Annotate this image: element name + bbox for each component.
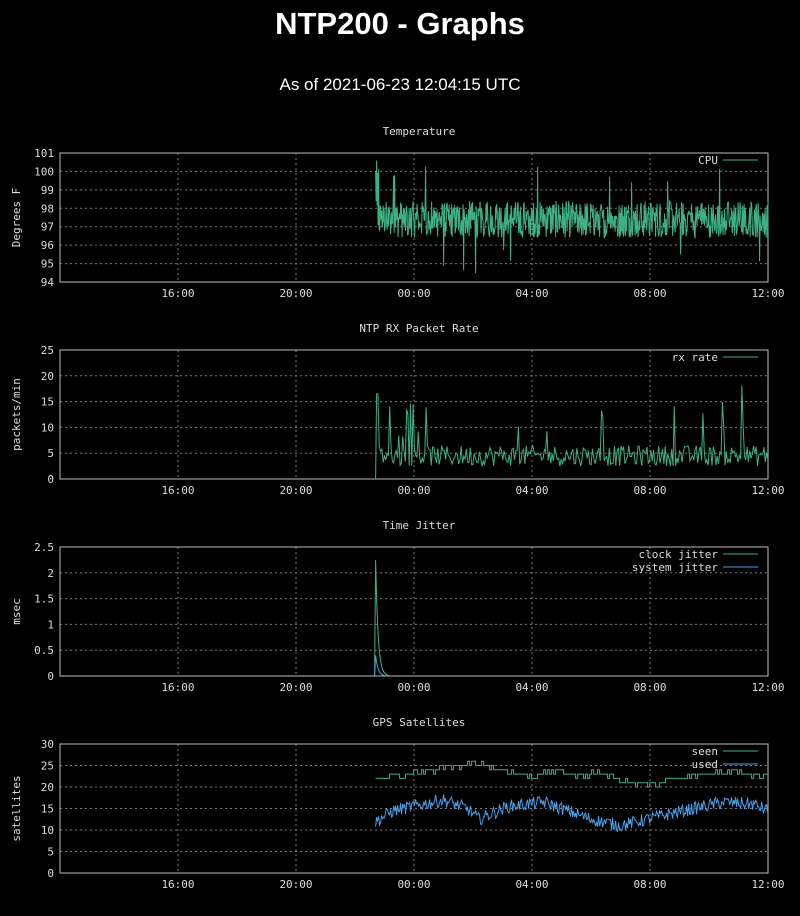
y-tick-label: 10 xyxy=(41,824,54,837)
y-tick-label: 95 xyxy=(41,258,54,271)
x-tick-label: 08:00 xyxy=(633,484,666,494)
series-line-clock-jitter xyxy=(374,559,390,677)
x-tick-label: 16:00 xyxy=(161,681,194,691)
legend-label: rx rate xyxy=(672,351,718,364)
plot-frame xyxy=(59,743,769,874)
plot-frame xyxy=(59,546,769,677)
y-tick-label: 100 xyxy=(34,165,54,178)
x-tick-label: 04:00 xyxy=(515,287,548,297)
chart-title: Time Jitter xyxy=(383,519,456,532)
y-tick-label: 25 xyxy=(41,344,54,357)
x-tick-label: 12:00 xyxy=(751,878,784,891)
x-tick-label: 00:00 xyxy=(397,681,430,691)
x-tick-label: 08:00 xyxy=(633,878,666,891)
y-tick-label: 99 xyxy=(41,184,54,197)
x-tick-label: 16:00 xyxy=(161,878,194,891)
page-title: NTP200 - Graphs xyxy=(275,6,525,41)
y-tick-label: 94 xyxy=(41,276,55,289)
temperature-chart: Temperature Degrees F 16:00 20:00 00:00 04:00… xyxy=(10,125,785,297)
y-tick-label: 96 xyxy=(41,239,54,252)
x-tick-label: 12:00 xyxy=(751,484,784,494)
y-tick-label: 25 xyxy=(41,760,54,773)
legend-label: CPU xyxy=(698,154,718,167)
x-tick-label: 00:00 xyxy=(397,484,430,494)
y-tick-label: 0.5 xyxy=(34,644,54,657)
gps-satellites-chart: GPS Satellites satellites 16:00 20:00 00:00 0… xyxy=(10,716,785,891)
x-tick-label: 20:00 xyxy=(279,681,312,691)
x-tick-label: 20:00 xyxy=(279,287,312,297)
series-line-seen xyxy=(375,760,768,788)
y-tick-label: 1 xyxy=(47,618,54,631)
x-tick-label: 04:00 xyxy=(515,681,548,691)
y-axis-label: msec xyxy=(10,598,23,625)
x-tick-label: 00:00 xyxy=(397,878,430,891)
chart-title: Temperature xyxy=(383,125,456,138)
y-tick-label: 20 xyxy=(41,370,54,383)
y-axis-label: packets/min xyxy=(10,378,23,451)
x-tick-label: 16:00 xyxy=(161,287,194,297)
legend-label: clock jitter xyxy=(639,548,719,561)
packet-rate-chart: NTP RX Packet Rate packets/min 16:00 20:00 0… xyxy=(10,322,785,494)
x-tick-label: 20:00 xyxy=(279,484,312,494)
y-tick-label: 97 xyxy=(41,221,54,234)
x-tick-label: 12:00 xyxy=(751,681,784,691)
y-tick-label: 10 xyxy=(41,421,54,434)
y-axis-label: Degrees F xyxy=(10,188,23,248)
x-tick-label: 04:00 xyxy=(515,878,548,891)
y-tick-label: 98 xyxy=(41,202,54,215)
plot-frame xyxy=(59,349,769,480)
y-tick-label: 20 xyxy=(41,781,54,794)
legend-label: seen xyxy=(692,745,719,758)
y-axis-label: satellites xyxy=(10,775,23,841)
chart-title: NTP RX Packet Rate xyxy=(359,322,478,335)
y-tick-label: 15 xyxy=(41,803,54,816)
time-jitter-chart: Time Jitter msec 16:00 20:00 00:00 04:00 08:00… xyxy=(10,519,785,691)
timestamp: As of 2021-06-23 12:04:15 UTC xyxy=(279,75,521,94)
legend-label: system jitter xyxy=(632,561,718,574)
x-tick-label: 04:00 xyxy=(515,484,548,494)
y-tick-label: 5 xyxy=(47,846,54,859)
x-tick-label: 12:00 xyxy=(751,287,784,297)
legend-label: used xyxy=(692,758,719,771)
y-tick-label: 0 xyxy=(47,473,54,486)
x-tick-label: 16:00 xyxy=(161,484,194,494)
y-tick-label: 0 xyxy=(47,867,54,880)
y-tick-label: 0 xyxy=(47,670,54,683)
y-tick-label: 30 xyxy=(41,738,54,751)
y-tick-label: 101 xyxy=(34,147,54,160)
x-tick-label: 00:00 xyxy=(397,287,430,297)
series-line-used xyxy=(375,794,769,833)
series-line-system-jitter xyxy=(374,655,390,677)
series-line-rx-rate xyxy=(375,385,769,480)
chart-title: GPS Satellites xyxy=(373,716,466,729)
y-tick-label: 5 xyxy=(47,447,54,460)
x-tick-label: 08:00 xyxy=(633,287,666,297)
y-tick-label: 15 xyxy=(41,396,54,409)
x-tick-label: 20:00 xyxy=(279,878,312,891)
series-line-CPU xyxy=(375,160,769,274)
y-tick-label: 1.5 xyxy=(34,593,54,606)
y-tick-label: 2.5 xyxy=(34,541,54,554)
y-tick-label: 2 xyxy=(47,567,54,580)
x-tick-label: 08:00 xyxy=(633,681,666,691)
